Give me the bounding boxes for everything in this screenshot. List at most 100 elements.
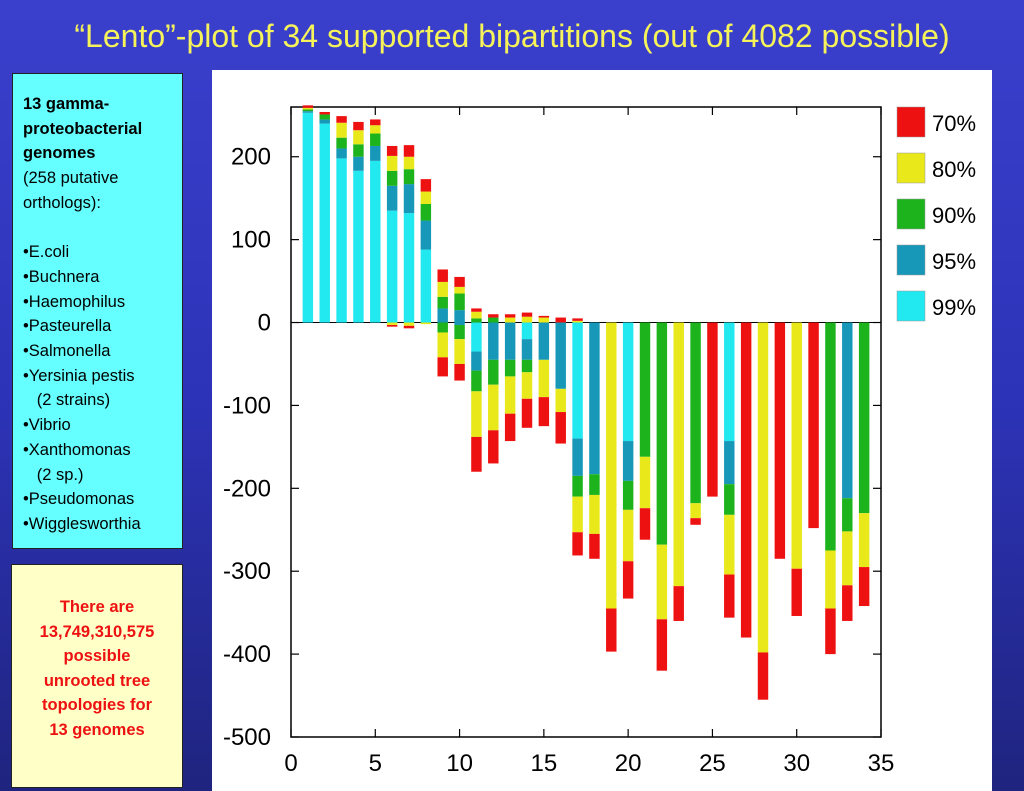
bar-segment-70pct <box>572 532 583 556</box>
bar-segment-70pct <box>842 585 853 621</box>
genome-list-item: •Pseudomonas <box>23 490 135 509</box>
bar-segment-80pct <box>825 550 836 609</box>
bar-segment-90pct <box>302 109 314 112</box>
bar-segment-70pct <box>808 322 819 529</box>
legend-label: 95% <box>932 249 976 274</box>
bar-segment-80pct <box>538 359 550 398</box>
bar-segment-99pct <box>572 322 583 439</box>
bar-segment-90pct <box>471 370 482 392</box>
bar-segment-90pct <box>690 322 701 504</box>
bar-segment-99pct <box>724 322 735 442</box>
bar-segment-80pct <box>504 317 516 323</box>
genome-list: •E.coli •Buchnera •Haemophilus •Pasteurella… <box>23 240 176 536</box>
bar-segment-70pct <box>386 145 398 156</box>
bar-segment-90pct <box>454 293 465 311</box>
bar-segment-80pct <box>437 332 448 358</box>
bar-segment-80pct <box>302 107 314 110</box>
bar-segment-95pct <box>471 351 482 371</box>
genome-list-item: •Wigglesworthia <box>23 514 141 533</box>
bar-segment-95pct <box>538 322 550 360</box>
legend-swatch <box>896 198 926 230</box>
bar-segment-70pct <box>825 608 836 655</box>
y-tick-label: -100 <box>223 392 271 419</box>
genome-list-item: •Xanthomonas <box>23 440 131 459</box>
bar-segment-99pct <box>386 210 398 323</box>
topology-note-line: possible <box>63 647 131 665</box>
bar-segment-70pct <box>606 608 617 652</box>
genome-list-item: •Haemophilus <box>23 292 126 311</box>
genome-list-item: •E.coli <box>23 243 70 262</box>
genome-list-item: •Salmonella <box>23 342 111 361</box>
bar-segment-99pct <box>319 123 330 323</box>
topology-note-line: unrooted tree <box>43 671 151 690</box>
bar-segment-80pct <box>521 372 533 399</box>
bar-segment-80pct <box>353 130 364 145</box>
bar-segment-80pct <box>454 339 465 364</box>
bar-segment-99pct <box>521 322 533 340</box>
legend-swatch <box>896 244 926 276</box>
bar-segment-70pct <box>555 317 566 323</box>
bar-segment-70pct <box>858 567 870 607</box>
legend-label: 80% <box>932 157 976 182</box>
plot-frame <box>290 106 882 738</box>
bar-segment-95pct <box>454 310 465 323</box>
bar-segment-80pct <box>757 322 769 653</box>
x-tick-label: 15 <box>531 750 558 777</box>
bar-segment-70pct <box>454 276 465 287</box>
info-subheading: (258 putative orthologs): <box>23 166 176 215</box>
bar-segment-80pct <box>858 513 870 568</box>
topology-note-line: There are <box>59 598 135 616</box>
bar-segment-70pct <box>454 363 465 381</box>
bar-segment-80pct <box>471 391 482 437</box>
bar-segment-90pct <box>471 318 482 323</box>
genome-info-box: 13 gamma-proteobacterial genomes (258 put… <box>12 73 183 549</box>
slide-title: “Lento”-plot of 34 supported bipartition… <box>74 18 950 54</box>
bar-segment-99pct <box>420 249 432 323</box>
bar-segment-90pct <box>504 359 516 377</box>
bar-segment-90pct <box>437 322 448 333</box>
bar-segment-70pct <box>707 322 718 497</box>
bar-segment-70pct <box>488 314 499 318</box>
info-subheading-line: (258 putative <box>23 169 119 188</box>
bar-segment-95pct <box>622 441 634 481</box>
topology-note-line: topologies for <box>42 696 152 714</box>
bar-segment-70pct <box>302 105 314 108</box>
bar-segment-80pct <box>555 388 566 413</box>
topology-note-text: There are 13,749,310,575 possible unrooted … <box>16 595 178 742</box>
bar-segment-80pct <box>538 317 550 323</box>
bar-segment-80pct <box>370 125 381 134</box>
bar-segment-80pct <box>403 156 415 170</box>
bar-segment-70pct <box>403 325 415 329</box>
bar-segment-95pct <box>403 184 415 214</box>
bar-segment-70pct <box>471 436 482 472</box>
y-tick-label: 100 <box>231 227 271 254</box>
bar-segment-80pct <box>420 322 432 325</box>
info-heading-line: genomes <box>23 144 96 163</box>
legend-swatch <box>896 290 926 322</box>
bar-segment-99pct <box>403 213 415 323</box>
info-heading-line: proteobacterial <box>23 119 143 138</box>
bar-segment-80pct <box>589 494 600 534</box>
topology-note-line: 13 genomes <box>49 720 145 739</box>
bar-segment-70pct <box>504 413 516 442</box>
y-tick-label: 0 <box>258 310 271 337</box>
bar-segment-80pct <box>724 514 735 575</box>
legend-label: 90% <box>932 203 976 228</box>
bar-segment-80pct <box>504 376 516 414</box>
bar-segment-70pct <box>521 312 533 317</box>
genome-list-item: •Yersinia pestis <box>23 366 135 385</box>
x-tick-label: 25 <box>699 750 726 777</box>
bar-segment-95pct <box>589 322 600 475</box>
bar-segment-95pct <box>353 156 364 171</box>
bar-segment-70pct <box>386 325 398 327</box>
bar-segment-80pct <box>336 122 347 138</box>
bar-segment-70pct <box>370 119 381 126</box>
bar-segment-95pct <box>302 111 314 113</box>
y-tick-label: 200 <box>231 144 271 171</box>
bar-segment-80pct <box>606 322 617 609</box>
bar-segment-80pct <box>488 384 499 431</box>
x-tick-label: 20 <box>615 750 642 777</box>
x-tick-label: 30 <box>783 750 810 777</box>
bar-segment-95pct <box>724 441 735 485</box>
bar-segment-95pct <box>555 322 566 389</box>
